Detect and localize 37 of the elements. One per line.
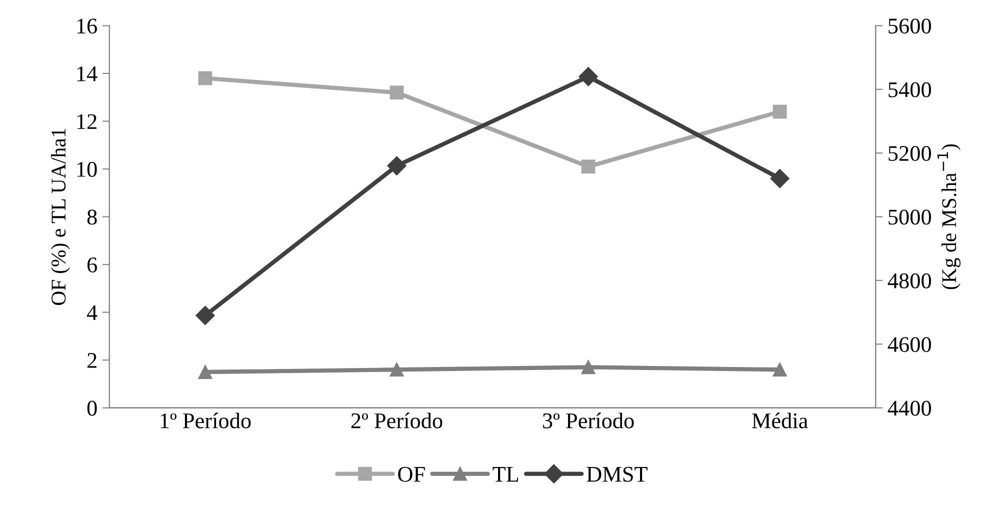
y-tick-label: 4 [86,305,98,320]
y2-tick-label: 5600 [888,18,932,34]
legend-label: TL [492,467,518,482]
y2-tick-label: 4600 [888,337,932,352]
legend-label: DMST [586,466,648,482]
point [198,365,212,379]
y2-axis-title: (Kg de MS.ha$^{−1}$) [937,144,961,290]
y-tick-label: 16 [77,18,97,34]
y-tick-label: 6 [87,258,97,272]
point [387,156,406,176]
x-tick-label: 2º Período [351,412,442,428]
x-tick-label: 3º Período [543,412,634,428]
y-tick-label: 12 [77,114,96,129]
y-tick-label: 2 [88,353,96,368]
point [390,86,404,100]
y2-tick-label: 5000 [888,210,932,225]
x-tick-label: Média [752,412,808,428]
y2-tick-label: 5200 [888,146,932,161]
y-axis-title: OF (%) e TL UA/ha1 [50,128,70,305]
point [196,306,215,326]
y2-tick-label: 4800 [888,273,932,288]
point [772,104,787,119]
y2-tick-label: 4400 [888,400,932,416]
point [772,362,787,377]
point [581,160,596,174]
legend-label: OF [398,466,425,482]
point [581,360,596,374]
point [770,168,790,188]
x-tick-label: 1º Período [160,412,251,428]
point [578,67,598,86]
y2-tick-label: 5400 [888,82,932,98]
y-tick-label: 10 [77,162,97,177]
point [390,362,404,377]
point [198,71,212,86]
y-tick-label: 14 [77,66,98,82]
y-tick-label: 0 [87,400,97,416]
y-tick-label: 8 [87,210,97,225]
